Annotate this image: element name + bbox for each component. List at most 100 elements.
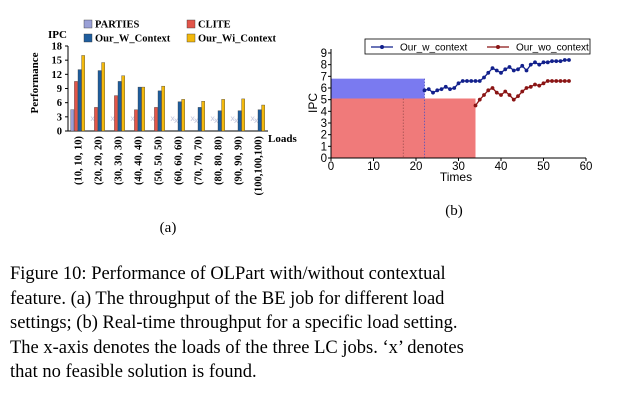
chart-a-axes: 0 3 6 9 12 15 18: [52, 42, 268, 138]
chart-b-x-tick-label: 30: [452, 161, 465, 173]
caption-line: Figure 10: Performance of OLPart with/wi…: [10, 264, 446, 284]
chart-a: IPC Performance Loads PARTIES CLITE Our_W_…: [29, 20, 297, 237]
chart-b-point: [550, 79, 554, 83]
chart-b-point: [558, 79, 563, 83]
chart-a-infeasible-marker: x: [194, 116, 199, 125]
chart-b-point: [473, 79, 478, 83]
chart-b-point: [567, 58, 571, 62]
chart-b-point: [435, 88, 440, 93]
chart-a-xlabel: Loads: [268, 133, 297, 145]
chart-a-bar: [97, 70, 102, 132]
chart-b-point: [562, 58, 567, 62]
chart-b-point: [567, 79, 571, 83]
chart-a-legend-label: Our_Wi_Context: [198, 34, 276, 45]
chart-b-point: [426, 87, 431, 92]
chart-a-y-tick-label: 6: [57, 98, 62, 109]
chart-b-legend-box: [364, 38, 591, 55]
chart-b-point: [490, 66, 495, 71]
chart-a-bar: [154, 107, 158, 132]
chart-a-bar: [237, 110, 242, 132]
chart-a-bar: [257, 109, 262, 132]
caption-line: The x-axis denotes the loads of the thre…: [10, 337, 464, 358]
chart-b-point: [460, 79, 465, 83]
chart-a-legend-label: CLITE: [198, 20, 231, 31]
chart-b-point: [558, 59, 563, 64]
chart-b-x-tick-label: 40: [495, 161, 508, 173]
chart-b-point: [439, 87, 444, 92]
chart-b-point: [494, 90, 499, 95]
chart-a-infeasible-marker: x: [210, 114, 215, 123]
chart-a-bar: [201, 101, 205, 132]
chart-a-bar: [181, 99, 185, 132]
chart-b-point: [477, 97, 482, 102]
chart-b-point: [503, 67, 508, 72]
chart-b-point: [494, 68, 499, 73]
chart-b-shaded-region: [331, 98, 476, 158]
chart-b-point: [490, 86, 495, 90]
chart-b-point: [486, 88, 491, 93]
chart-b-point: [562, 79, 567, 83]
chart-b-point: [520, 63, 525, 68]
chart-a-bar: [114, 95, 118, 132]
chart-b-point: [528, 84, 533, 89]
chart-b-point: [550, 59, 554, 64]
chart-a-bar: [217, 110, 222, 132]
chart-b-point: [524, 86, 529, 90]
chart-b-point: [541, 81, 546, 86]
chart-a-infeasible-marker: x: [250, 114, 255, 123]
chart-a-infeasible-marker: x: [170, 114, 175, 123]
chart-b-point: [486, 70, 491, 75]
chart-b-point: [507, 65, 512, 69]
chart-a-category-label: (30, 30, 30): [114, 136, 125, 185]
chart-a-legend-label: PARTIES: [95, 20, 140, 31]
chart-a-infeasible-marker: x: [110, 114, 115, 123]
chart-b-legend-label: Our_w_context: [400, 43, 467, 54]
chart-a-bar: [221, 99, 225, 132]
chart-a-y-tick-label: 12: [52, 70, 63, 81]
chart-a-bar: [197, 107, 202, 132]
chart-b-xlabel: Times: [440, 170, 472, 184]
chart-b-ylabel: IPC: [306, 93, 320, 113]
chart-b-point: [456, 81, 461, 86]
chart-b-point: [516, 67, 520, 72]
chart-a-bar: [101, 62, 105, 132]
chart-b-y-tick-label: 7: [321, 71, 327, 83]
chart-b-point: [537, 83, 542, 88]
chart-a-ylabel: Performance: [29, 52, 41, 113]
chart-a-bar: [241, 98, 245, 132]
chart-a-bar: [134, 109, 138, 132]
chart-a-category-label: (90, 90, 90): [234, 136, 245, 185]
chart-b-point: [533, 82, 537, 87]
chart-b-y-tick-label: 3: [321, 118, 327, 130]
chart-a-y-tick-label: 3: [57, 112, 62, 123]
chart-a-y-tick-label: 0: [57, 127, 62, 138]
chart-a-category-label: (60, 60, 60): [174, 136, 185, 185]
chart-b-point: [448, 87, 452, 92]
chart-b-point: [507, 93, 512, 97]
chart-b-legend-marker: [496, 45, 500, 49]
chart-a-category-label: (40, 40, 40): [134, 136, 145, 185]
caption-line: settings; (b) Real-time throughput for a…: [10, 313, 458, 333]
chart-b-point: [528, 62, 533, 67]
chart-b-point: [499, 70, 503, 75]
chart-a-y-tick-label: 18: [52, 42, 63, 53]
chart-b-point: [537, 62, 542, 67]
chart-b-x-tick-label: 10: [367, 161, 380, 173]
chart-b-legend: Our_w_context Our_wo_context: [364, 38, 591, 55]
chart-a-panel-label: (a): [160, 220, 177, 236]
chart-b-point: [520, 89, 525, 94]
chart-b-point: [465, 79, 469, 83]
caption-line: feature. (a) The throughput of the BE jo…: [10, 288, 445, 309]
chart-b-y-tick-label: 4: [321, 106, 328, 118]
chart-b-y-tick-label: 6: [321, 83, 327, 95]
chart-b-y-tick-label: 5: [321, 95, 327, 107]
chart-b-point: [554, 79, 559, 83]
chart-b-point: [443, 84, 448, 89]
chart-b-y-tick-label: 9: [321, 48, 327, 60]
chart-a-y-tick-label: 15: [52, 56, 63, 67]
chart-b-x-tick-label: 0: [328, 161, 334, 173]
chart-a-bar: [117, 81, 122, 132]
chart-b-point: [545, 79, 550, 83]
chart-a-bar: [261, 104, 265, 132]
